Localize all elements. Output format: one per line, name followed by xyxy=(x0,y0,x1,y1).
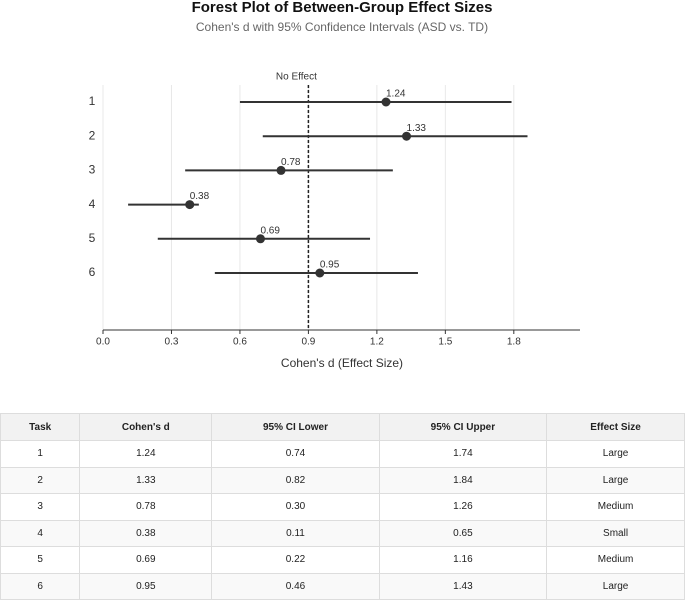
x-tick-label: 1.5 xyxy=(438,337,452,348)
table-cell: 0.22 xyxy=(211,546,380,574)
table-row: 4 0.38 0.11 0.65 Small xyxy=(0,519,685,547)
table-cell: 0.46 xyxy=(211,572,380,600)
point xyxy=(276,165,286,175)
header-cell: Effect Size xyxy=(546,413,685,441)
y-tick-label: 6 xyxy=(89,265,96,279)
table-cell: 1.84 xyxy=(378,466,548,494)
x-tick-label: 1.2 xyxy=(370,337,384,348)
chart-subtitle: Cohen's d with 95% Confidence Intervals … xyxy=(196,20,488,34)
x-axis-label: Cohen's d (Effect Size) xyxy=(281,356,403,370)
table-cell: Large xyxy=(546,440,685,468)
value-label: 0.95 xyxy=(320,260,340,271)
point xyxy=(185,200,195,210)
value-label: 1.33 xyxy=(407,123,427,134)
point xyxy=(402,131,412,141)
y-tick-label: 5 xyxy=(89,231,96,245)
table-row: 5 0.69 0.22 1.16 Medium xyxy=(0,546,685,574)
reference-label: No Effect xyxy=(276,72,317,83)
point xyxy=(315,268,325,278)
y-tick-label: 1 xyxy=(89,94,96,108)
point xyxy=(255,234,265,244)
value-label: 1.24 xyxy=(386,89,406,100)
table-cell: 0.65 xyxy=(378,519,548,547)
table-cell: 6 xyxy=(0,572,81,600)
x-tick-label: 0.9 xyxy=(301,337,315,348)
value-label: 0.38 xyxy=(190,191,210,202)
table-cell: 0.95 xyxy=(79,572,213,600)
x-tick-label: 1.8 xyxy=(507,337,521,348)
table-cell: 1.33 xyxy=(79,466,213,494)
table-cell: 1.43 xyxy=(378,572,548,600)
table-row: 2 1.33 0.82 1.84 Large xyxy=(0,466,685,494)
table-body: 1 1.24 0.74 1.74 Large 2 1.33 0.82 1.84 Large 3 0.7… xyxy=(0,440,685,600)
header-cell: 95% CI Lower xyxy=(211,413,380,441)
chart: Forest Plot of Between-Group Effect Size… xyxy=(89,0,580,370)
table-cell: 1 xyxy=(0,440,81,468)
table-cell: 0.69 xyxy=(79,546,213,574)
y-tick-label: 3 xyxy=(89,163,96,177)
table-cell: 1.24 xyxy=(79,440,213,468)
table-cell: Large xyxy=(546,466,685,494)
table-cell: Medium xyxy=(546,546,685,574)
table-row: 3 0.78 0.30 1.26 Medium xyxy=(0,493,685,521)
table-cell: Small xyxy=(546,519,685,547)
y-tick-label: 4 xyxy=(89,197,96,211)
table-cell: 5 xyxy=(0,546,81,574)
chart-title: Forest Plot of Between-Group Effect Size… xyxy=(192,0,493,16)
value-label: 0.69 xyxy=(260,225,280,236)
table-cell: Medium xyxy=(546,493,685,521)
header-cell: Cohen's d xyxy=(79,413,213,441)
table-cell: 3 xyxy=(0,493,81,521)
table-row: 6 0.95 0.46 1.43 Large xyxy=(0,572,685,600)
value-label: 0.78 xyxy=(281,157,301,168)
table-cell: 0.11 xyxy=(211,519,380,547)
table-cell: 1.16 xyxy=(378,546,548,574)
table-cell: 0.78 xyxy=(79,493,213,521)
header-cell: 95% CI Upper xyxy=(378,413,548,441)
table-cell: 1.74 xyxy=(378,440,548,468)
table-cell: 4 xyxy=(0,519,81,547)
y-tick-label: 2 xyxy=(89,128,96,142)
table-cell: 0.74 xyxy=(211,440,380,468)
x-tick-label: 0.0 xyxy=(96,337,110,348)
table-row: 1 1.24 0.74 1.74 Large xyxy=(0,440,685,468)
table-cell: Large xyxy=(546,572,685,600)
x-tick-label: 0.6 xyxy=(233,337,247,348)
table-cell: 0.38 xyxy=(79,519,213,547)
header-row: Task Cohen's d 95% CI Lower 95% CI Upper Eff… xyxy=(0,413,685,441)
table-cell: 1.26 xyxy=(378,493,548,521)
data-table: Task Cohen's d 95% CI Lower 95% CI Upper Eff… xyxy=(0,413,685,600)
table-cell: 2 xyxy=(0,466,81,494)
table-cell: 0.82 xyxy=(211,466,380,494)
table-cell: 0.30 xyxy=(211,493,380,521)
point xyxy=(381,97,391,107)
x-tick-label: 0.3 xyxy=(165,337,179,348)
header-cell: Task xyxy=(0,413,81,441)
